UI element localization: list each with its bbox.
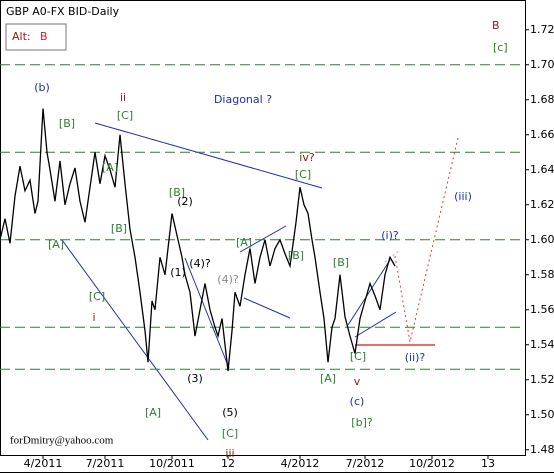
x-tick-label: 13: [481, 457, 495, 470]
wave-annotation: iv?: [299, 151, 315, 164]
x-tick-label: 4/2012: [281, 457, 320, 470]
wave-annotation: [A]: [320, 372, 336, 385]
x-tick-label: 7/2012: [346, 457, 385, 470]
wave-annotation: (c): [350, 395, 365, 408]
plot-frame: [0, 0, 526, 456]
chart-title: GBP A0-FX BID-Daily: [6, 5, 120, 18]
wave-annotation: i: [92, 311, 95, 324]
trend-line: [354, 311, 397, 338]
alt-box: [5, 23, 67, 51]
y-tick-label: 1.72: [530, 23, 554, 36]
wave-annotation: (b): [34, 81, 50, 94]
y-tick-label: 1.60: [530, 233, 554, 246]
wave-annotation: [C]: [295, 168, 311, 181]
trend-line: [61, 239, 209, 441]
y-tick-label: 1.50: [530, 408, 554, 421]
wave-annotation: [B]: [111, 222, 127, 235]
x-tick-label: 12: [221, 457, 235, 470]
wave-annotation: (3): [187, 372, 203, 385]
y-tick-label: 1.62: [530, 198, 554, 211]
wave-annotation: (i)?: [381, 229, 399, 242]
forecast-path: [384, 249, 401, 263]
wave-annotation: [B]: [333, 256, 349, 269]
y-tick-label: 1.56: [530, 303, 554, 316]
wave-annotation: iii: [225, 447, 234, 460]
wave-annotation: [B]: [288, 249, 304, 262]
y-tick-label: 1.58: [530, 268, 554, 281]
trend-line: [243, 297, 291, 319]
wave-annotation: Diagonal ?: [214, 93, 272, 106]
wave-annotation: (2): [177, 195, 193, 208]
wave-label: B: [492, 19, 500, 32]
trend-line: [239, 225, 287, 253]
x-tick-label: 4/2011: [24, 457, 63, 470]
wave-annotation: [A]: [48, 238, 64, 251]
alt-wave: B: [40, 30, 48, 43]
wave-annotation: [B]: [169, 186, 185, 199]
price-line: [0, 108, 396, 372]
wave-annotation: [C]: [222, 427, 238, 440]
trend-line: [347, 259, 391, 326]
y-tick-label: 1.70: [530, 58, 554, 71]
y-tick-label: 1.48: [530, 443, 554, 456]
wave-annotation: (4)?: [189, 257, 211, 270]
wave-annotation: [A]: [236, 236, 252, 249]
alt-label: Alt:: [12, 30, 31, 43]
y-tick-label: 1.68: [530, 93, 554, 106]
x-tick-label: 7/2011: [86, 457, 125, 470]
wave-annotation: (4)?: [217, 273, 239, 286]
trend-line: [94, 122, 323, 189]
x-tick-label: 10/2012: [409, 457, 455, 470]
wave-lines: [61, 122, 459, 441]
wave-sub-label: [c]: [493, 41, 508, 54]
y-tick-label: 1.66: [530, 128, 554, 141]
wave-annotation: (ii)?: [405, 351, 426, 364]
wave-annotation: (iii): [454, 190, 472, 203]
wave-annotation: ii: [120, 91, 126, 104]
wave-annotation: (1): [170, 266, 186, 279]
y-tick-label: 1.54: [530, 338, 554, 351]
wave-annotation: [A]: [145, 406, 161, 419]
y-tick-label: 1.64: [530, 163, 554, 176]
wave-annotation: [b]?: [351, 416, 373, 429]
wave-annotation: v: [354, 375, 361, 388]
x-tick-label: 10/2011: [149, 457, 195, 470]
trend-line: [184, 257, 230, 369]
wave-annotation: [B]: [59, 117, 75, 130]
wave-annotation: [C]: [89, 290, 105, 303]
wave-annotation: [C]: [117, 109, 133, 122]
wave-annotation: (5): [222, 406, 238, 419]
y-tick-label: 1.52: [530, 373, 554, 386]
wave-annotation: [A]: [102, 161, 118, 174]
wave-annotation: [C]: [350, 350, 366, 363]
footer: forDmitry@yahoo.com: [10, 435, 114, 447]
